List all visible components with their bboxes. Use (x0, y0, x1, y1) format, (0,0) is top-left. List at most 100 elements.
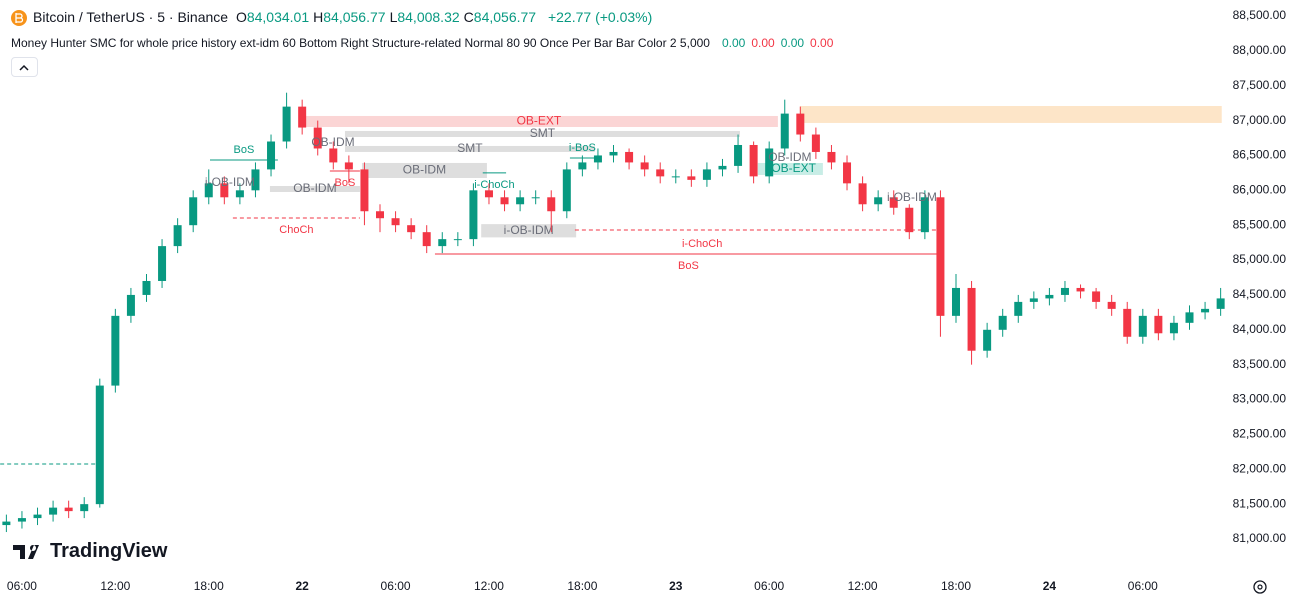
candle-body (983, 329, 992, 351)
candle-body (656, 169, 665, 177)
zone-box (299, 115, 778, 127)
structure-label: BoS (678, 260, 699, 272)
x-tick-label: 12:00 (474, 579, 504, 593)
y-tick-label: 82,500.00 (1233, 427, 1287, 441)
x-tick-label: 18:00 (941, 579, 971, 593)
candle-body (547, 197, 556, 212)
candle-body (718, 165, 727, 170)
candle-body (469, 190, 478, 240)
candle-body (1138, 315, 1147, 337)
candle-body (235, 190, 244, 198)
x-tick-label: 06:00 (7, 579, 37, 593)
zone-box (361, 162, 487, 178)
settings-icon-core (1257, 584, 1263, 590)
symbol: Bitcoin / TetherUS · 5 · Binance (33, 9, 229, 25)
candle-body (671, 176, 680, 178)
candle-body (951, 287, 960, 316)
candle-body (1045, 294, 1054, 299)
indicator-value: 0.00 (780, 36, 805, 50)
zone-box (799, 106, 1222, 123)
y-tick-label: 83,500.00 (1233, 357, 1287, 371)
candle-body (64, 507, 73, 512)
y-tick-label: 86,500.00 (1233, 148, 1287, 162)
structure-label: i-OB-IDM (205, 175, 255, 189)
structure-label: OB-IDM (768, 150, 811, 164)
candle-body (500, 197, 509, 205)
candle-body (267, 141, 276, 170)
candle-body (1123, 308, 1132, 337)
candle-body (360, 169, 369, 212)
ohlc-value: 84,008.32 (397, 9, 460, 25)
candle-body (874, 197, 883, 205)
indicator-value: 0.00 (721, 36, 746, 50)
candle-body (1201, 308, 1210, 313)
candle-body (344, 162, 353, 170)
ohlc-key: O (235, 9, 247, 25)
x-tick-label: 23 (669, 579, 683, 593)
y-tick-label: 84,000.00 (1233, 322, 1287, 336)
ohlc-value: 84,034.01 (246, 9, 310, 25)
candle-body (1076, 287, 1085, 292)
candle-body (1014, 301, 1023, 316)
candle-body (1169, 322, 1178, 334)
plot-area: OB-EXTSMTSMTOB-IDMOB-IDMi-OB-IDMi-OB-EXT… (0, 92, 1225, 533)
change: +22.77 (+0.03%) (547, 9, 653, 25)
structure-label: i-ChoCh (474, 179, 514, 191)
candle-body (702, 169, 711, 180)
candle-body (827, 151, 836, 163)
candle-body (2, 521, 11, 526)
candle-body (173, 225, 182, 247)
candle-body (780, 113, 789, 149)
candle-body (251, 169, 260, 191)
candle-body (17, 518, 26, 522)
structure-label: BoS (234, 144, 255, 156)
zone-label: OB-EXT (517, 114, 562, 128)
candle-body (49, 507, 58, 515)
structure-label: OB-IDM (311, 135, 354, 149)
candle-body (111, 315, 120, 386)
zone-label: SMT (457, 141, 483, 155)
candle-body (734, 144, 743, 166)
candle-body (158, 246, 167, 281)
zone-label: OB-IDM (403, 163, 446, 177)
zone-label: i-OB-IDM (504, 223, 554, 237)
indicator-legend: Money Hunter SMC for whole price history… (11, 36, 833, 50)
zone-label: OB-IDM (293, 181, 336, 195)
candle-body (811, 134, 820, 152)
candle-body (1029, 298, 1038, 302)
candle-body (422, 232, 431, 247)
y-tick-label: 81,500.00 (1233, 496, 1287, 510)
zone-box (344, 145, 595, 152)
candle-body (438, 239, 447, 247)
candle-body (609, 151, 618, 156)
zone-box (269, 185, 360, 192)
zone-box (481, 224, 577, 238)
collapse-icon (19, 64, 29, 71)
zone-box (344, 130, 740, 137)
candle-body (640, 162, 649, 170)
ohlc-value: 84,056.77 (473, 9, 537, 25)
candle-body (1092, 291, 1101, 302)
collapse-button[interactable] (11, 57, 38, 77)
x-tick-label: 12:00 (100, 579, 130, 593)
candle-body (80, 504, 89, 512)
zone-label: SMT (530, 126, 556, 140)
structure-label: i-OB-IDM (887, 190, 937, 204)
candle-body (376, 211, 385, 219)
tv-logo-mark (13, 545, 39, 559)
y-tick-label: 87,500.00 (1233, 78, 1287, 92)
y-tick-label: 83,000.00 (1233, 392, 1287, 406)
candle-body (189, 197, 198, 226)
symbol-header: Bitcoin / TetherUS · 5 · Binance O84,034… (33, 9, 656, 25)
coin-glyph (15, 13, 24, 23)
candle-body (796, 113, 805, 135)
x-tick-label: 12:00 (848, 579, 878, 593)
ohlc-key: H (313, 9, 324, 25)
candle-body (531, 197, 540, 199)
settings-icon[interactable] (1253, 580, 1267, 594)
candle-body (998, 315, 1007, 330)
y-tick-label: 86,000.00 (1233, 182, 1287, 196)
candle-body (298, 106, 307, 128)
x-tick-label: 06:00 (1128, 579, 1158, 593)
